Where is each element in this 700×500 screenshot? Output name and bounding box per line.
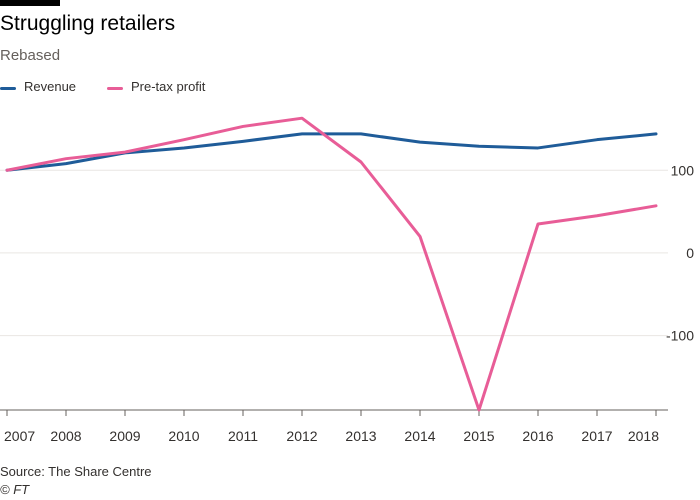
x-tick-label: 2013 <box>345 428 376 444</box>
legend-swatch-revenue <box>0 87 16 90</box>
source-note: Source: The Share Centre <box>0 464 152 479</box>
copyright-credit: © FT <box>0 482 30 497</box>
x-tick-label: 2014 <box>404 428 435 444</box>
x-tick-label: 2008 <box>50 428 81 444</box>
x-tick-label: 2016 <box>522 428 553 444</box>
y-tick-label: -100 <box>666 328 694 344</box>
line-chart: 100 0 -100 2007 2008 2009 2010 2011 2012 2013 2014… <box>0 116 695 444</box>
chart-subtitle: Rebased <box>0 47 61 64</box>
x-tick-label: 2010 <box>168 428 199 444</box>
brand-bar <box>0 0 60 6</box>
x-tick-label: 2015 <box>463 428 494 444</box>
series-line-revenue <box>5 132 658 172</box>
x-tick-label: 2007 <box>4 428 35 444</box>
x-tick-label: 2012 <box>286 428 317 444</box>
legend-label-pre-tax-profit: Pre-tax profit <box>131 79 206 94</box>
y-tick-label: 100 <box>671 162 695 178</box>
legend-swatch-pre-tax-profit <box>107 87 123 90</box>
chart-title: Struggling retailers <box>0 12 176 35</box>
legend-label-revenue: Revenue <box>24 79 77 94</box>
x-tick-label: 2009 <box>109 428 140 444</box>
x-tick-label: 2017 <box>581 428 612 444</box>
series-line-pre-tax-profit <box>5 116 658 412</box>
x-tick-label: 2018 <box>628 428 659 444</box>
x-tick-label: 2011 <box>228 428 258 444</box>
y-tick-label: 0 <box>686 245 694 261</box>
